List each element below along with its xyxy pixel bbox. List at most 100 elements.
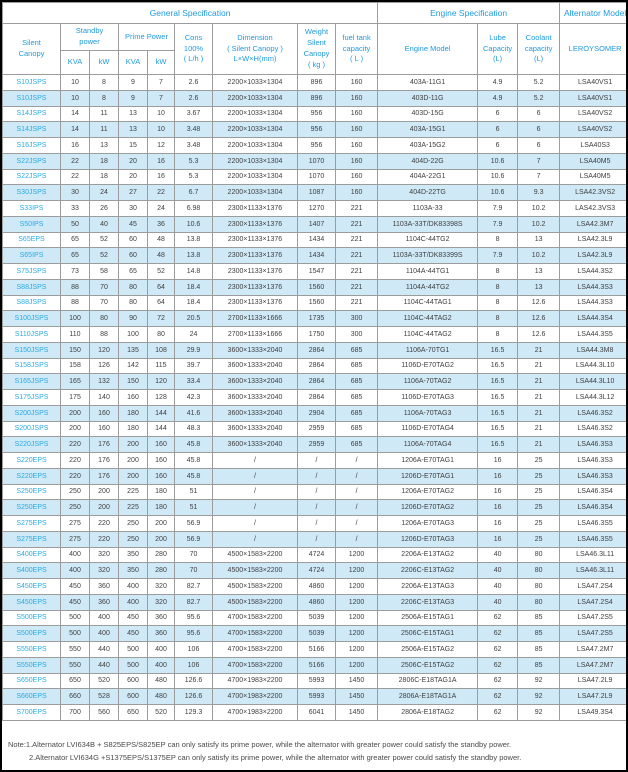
value-cell: / [334, 515, 379, 532]
value-cell: 450 [118, 609, 148, 627]
group-alternator-model: Alternator Model [559, 2, 626, 24]
value-cell: LSA46.3L11 [559, 546, 626, 564]
value-cell: 650 [118, 704, 148, 721]
table-row: S220EPS 220 176 200 160 45.8///1206A-E70TAG1 1… [2, 452, 626, 469]
value-cell: LSA40VS2 [559, 121, 626, 138]
value-cell: 450 [118, 625, 148, 642]
table-row: S150JSPS 150 120 135 108 29.9 3600×1333×2040 28… [2, 341, 626, 359]
value-cell: 18 [89, 152, 119, 170]
value-cell: 70 [174, 546, 213, 564]
value-cell: 11 [89, 105, 119, 123]
value-cell: 64 [147, 294, 175, 312]
value-cell: 1104C-44TAG2 [377, 326, 479, 343]
model-cell: S500EPS [2, 609, 61, 627]
value-cell: / [212, 483, 298, 501]
value-cell: 92 [517, 688, 561, 705]
table-row: S50IPS 50 40 45 36 10.6 2300×1133×1376 1407 221 1… [2, 215, 626, 233]
value-cell: 39.7 [174, 357, 213, 375]
model-cell: S660EPS [2, 688, 61, 705]
value-cell: 16.5 [477, 341, 519, 359]
value-cell: 85 [517, 656, 561, 674]
value-cell: 62 [477, 688, 519, 705]
value-cell: 2506A-E15TAG2 [377, 641, 479, 658]
value-cell: / [334, 530, 379, 548]
value-cell: 30 [60, 184, 90, 201]
value-cell: 36 [147, 215, 175, 233]
value-cell: 1434 [297, 231, 336, 249]
value-cell: 180 [147, 483, 175, 501]
value-cell: 70 [89, 278, 119, 296]
value-cell: 180 [147, 499, 175, 516]
value-cell: / [297, 483, 336, 501]
model-cell: S150JSPS [2, 341, 61, 359]
value-cell: 80 [147, 326, 175, 343]
value-cell: 160 [147, 467, 175, 485]
value-cell: 221 [334, 263, 379, 280]
value-cell: 7.9 [477, 200, 519, 217]
value-cell: 1206A-E70TAG2 [377, 483, 479, 501]
model-cell: S450EPS [2, 593, 61, 611]
value-cell: 25 [517, 483, 561, 501]
value-cell: 896 [297, 74, 336, 91]
value-cell: 350 [118, 546, 148, 564]
table-row: S33IPS 33 26 30 24 6.98 2300×1133×1376 1270 221 1… [2, 200, 626, 217]
value-cell: 14 [60, 105, 90, 123]
value-cell: 73 [60, 263, 90, 280]
value-cell: 7.9 [477, 215, 519, 233]
value-cell: 1104A-44TG1 [377, 263, 479, 280]
value-cell: LSA47.2L9 [559, 672, 626, 690]
col-header-dimension: Dimension ( Silent Canopy ) L×W×H(mm) [212, 23, 298, 75]
value-cell: 1206D-E70TAG1 [377, 467, 479, 485]
model-cell: S175JSPS [2, 389, 61, 406]
value-cell: 1103A-33T/DK83398S [377, 215, 479, 233]
value-cell: 1106D-E70TAG2 [377, 357, 479, 375]
unit-prime-kw: kW [147, 50, 175, 75]
value-cell: 3.48 [174, 121, 213, 138]
model-cell: S10JSPS [2, 74, 61, 91]
value-cell: 450 [60, 593, 90, 611]
value-cell: 21 [517, 373, 561, 390]
value-cell: 160 [334, 121, 379, 138]
value-cell: 400 [147, 656, 175, 674]
value-cell: 135 [118, 341, 148, 359]
value-cell: 528 [89, 688, 119, 705]
value-cell: 40 [477, 593, 519, 611]
value-cell: 90 [118, 310, 148, 327]
table-row: S16JSPS 16 13 15 12 3.48 2200×1033×1304 956 160 4… [2, 137, 626, 154]
value-cell: 2300×1133×1376 [212, 294, 298, 312]
value-cell: 160 [334, 137, 379, 154]
value-cell: 956 [297, 105, 336, 123]
value-cell: 80 [517, 562, 561, 579]
value-cell: 7 [147, 89, 175, 107]
value-cell: 2200×1033×1304 [212, 152, 298, 170]
value-cell: 25 [517, 530, 561, 548]
value-cell: 12 [147, 137, 175, 154]
value-cell: LSA44.3M8 [559, 341, 626, 359]
value-cell: 60 [118, 231, 148, 249]
value-cell: / [297, 515, 336, 532]
value-cell: 176 [89, 452, 119, 469]
table-row: S500EPS 500 400 450 360 95.6 4700×1583×2200 503… [2, 625, 626, 642]
table-row: S10JSPS 10 8 9 7 2.6 2200×1033×1304 896 160 403D-… [2, 89, 626, 107]
value-cell: 22 [147, 184, 175, 201]
value-cell: 13.8 [174, 247, 213, 264]
value-cell: 72 [147, 310, 175, 327]
value-cell: 160 [89, 404, 119, 422]
value-cell: 50 [60, 215, 90, 233]
value-cell: 6 [517, 137, 561, 154]
table-row: S450EPS 450 360 400 320 82.7 4500×1583×2200 486… [2, 578, 626, 595]
value-cell: LSA44.3S3 [559, 278, 626, 296]
value-cell: 2200×1033×1304 [212, 89, 298, 107]
col-header-fuel-tank: fuel tank capacity ( L ) [334, 23, 379, 75]
value-cell: / [297, 452, 336, 469]
value-cell: 360 [89, 578, 119, 595]
value-cell: 160 [334, 89, 379, 107]
value-cell: 3600×1333×2040 [212, 420, 298, 438]
value-cell: 40 [89, 215, 119, 233]
value-cell: 250 [60, 499, 90, 516]
value-cell: 5.3 [174, 168, 213, 186]
value-cell: LSA44.3L12 [559, 389, 626, 406]
value-cell: 200 [147, 530, 175, 548]
value-cell: 404D-22TG [377, 184, 479, 201]
